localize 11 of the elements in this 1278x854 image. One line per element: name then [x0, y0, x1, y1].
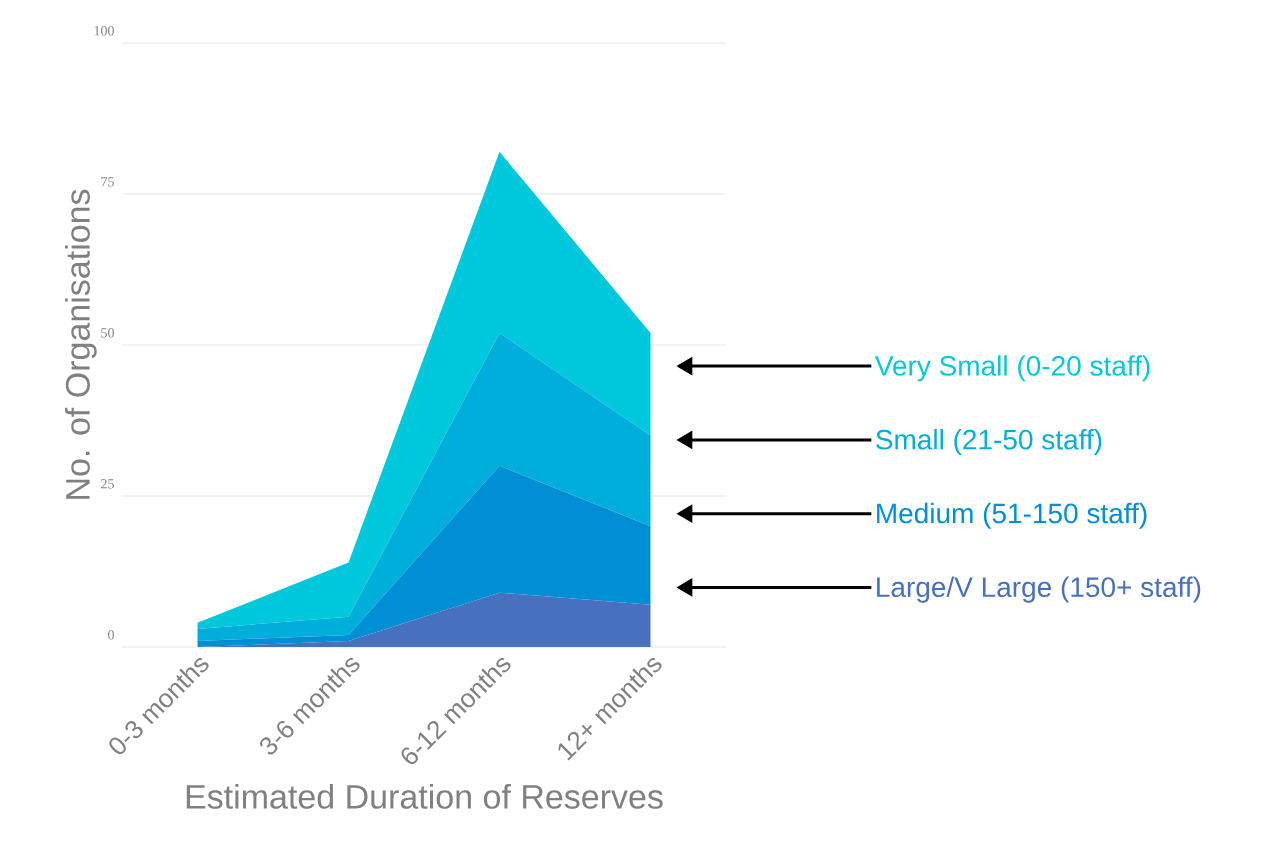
text: Medium (51-150 staff) — [877, 502, 1147, 529]
y-tick-label: 100 — [94, 26, 114, 36]
y-axis-title: No. of Organisations — [64, 189, 97, 499]
y-tick-label: 25 — [101, 479, 114, 489]
y-tick-label: 50 — [101, 328, 114, 338]
text: Very Small (0-20 staff) — [874, 355, 1150, 382]
text: Small (21-50 staff) — [876, 428, 1102, 456]
y-tick-label: 0 — [108, 630, 114, 640]
x-axis-title: Estimated Duration of Reserves — [186, 783, 663, 809]
y-tick-label: 75 — [101, 177, 114, 187]
text: Large/V Large (150+ staff) — [877, 576, 1201, 603]
